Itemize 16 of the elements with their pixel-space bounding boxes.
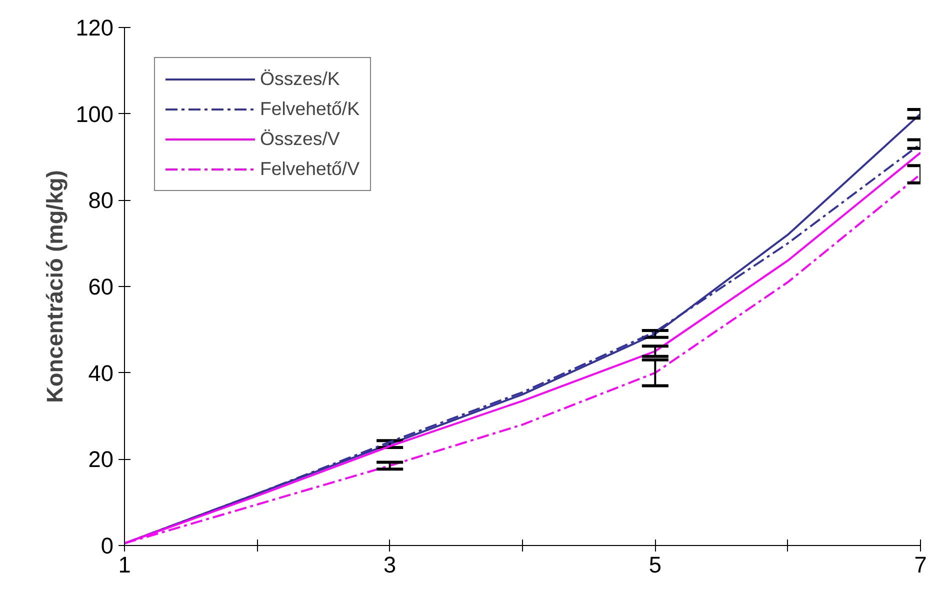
y-tick-label: 80: [88, 187, 114, 214]
x-tick-label: 7: [914, 552, 927, 578]
x-tick-label: 1: [118, 552, 131, 578]
y-tick-label: 60: [88, 274, 114, 300]
legend-label: Összes/V: [260, 128, 340, 150]
legend-label: Felvehető/V: [260, 158, 360, 180]
legend-label: Összes/K: [260, 68, 340, 90]
y-tick-label: 0: [100, 532, 114, 558]
y-tick-label: 20: [88, 446, 114, 472]
x-tick-label: 5: [648, 552, 662, 578]
x-tick-label: 3: [384, 552, 396, 578]
y-tick-label: 120: [76, 14, 114, 40]
legend-label: Felvehető/K: [260, 98, 360, 120]
y-tick-label: 100: [76, 100, 114, 127]
y-tick-label: 40: [88, 360, 114, 386]
y-axis-title: Koncentráció (mg/kg): [42, 170, 68, 403]
